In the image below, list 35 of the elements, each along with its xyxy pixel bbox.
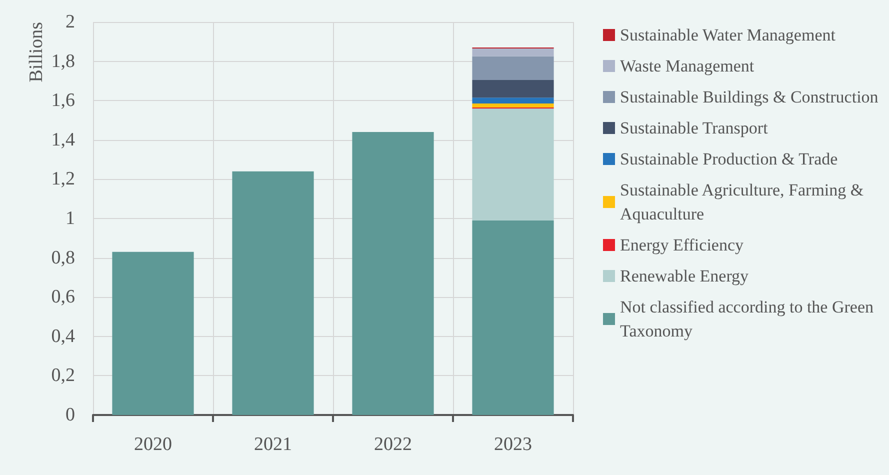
y-tick-label: 2	[66, 12, 75, 32]
y-tick-label: 1	[66, 208, 75, 229]
bar	[472, 220, 554, 415]
legend-label: Not classified according to the Green Taxonomy	[620, 298, 878, 340]
y-tick-label: 1,2	[51, 168, 75, 190]
x-tick-label: 2023	[494, 434, 532, 455]
legend-label: Sustainable Transport	[620, 118, 768, 138]
legend-label: Energy Efficiency	[620, 236, 744, 254]
bar	[472, 48, 554, 56]
legend-label: Sustainable Production & Trade	[620, 150, 838, 168]
y-tick-label: 0,8	[51, 247, 75, 268]
bar	[472, 56, 554, 80]
y-tick-label: 0,2	[51, 365, 75, 386]
y-axis-title: Billions	[26, 22, 47, 82]
bar	[472, 98, 554, 104]
y-tick-label: 1,6	[51, 90, 75, 112]
bar	[352, 132, 434, 415]
y-tick-label: 1,4	[51, 129, 76, 150]
bar	[472, 108, 554, 220]
y-tick-label: 0	[66, 404, 75, 426]
bar	[472, 104, 554, 108]
bar	[472, 80, 554, 98]
legend-label: Sustainable Buildings & Construction	[620, 88, 879, 106]
legend-label: Sustainable Agriculture, Farming & Aquaculture	[620, 180, 868, 224]
y-tick-label: 0,6	[51, 286, 75, 308]
bar	[112, 252, 194, 415]
legend-label: Waste Management	[620, 56, 754, 76]
y-tick-label: 1,8	[51, 50, 75, 72]
bar	[232, 171, 314, 415]
legend-label: Renewable Energy	[620, 266, 750, 286]
x-tick-label: 2020	[134, 434, 172, 455]
y-tick-label: 0,4	[51, 326, 76, 347]
legend-label: Sustainable Water Management	[620, 26, 836, 44]
x-tick-label: 2021	[254, 434, 292, 455]
x-tick-label: 2022	[374, 434, 412, 455]
